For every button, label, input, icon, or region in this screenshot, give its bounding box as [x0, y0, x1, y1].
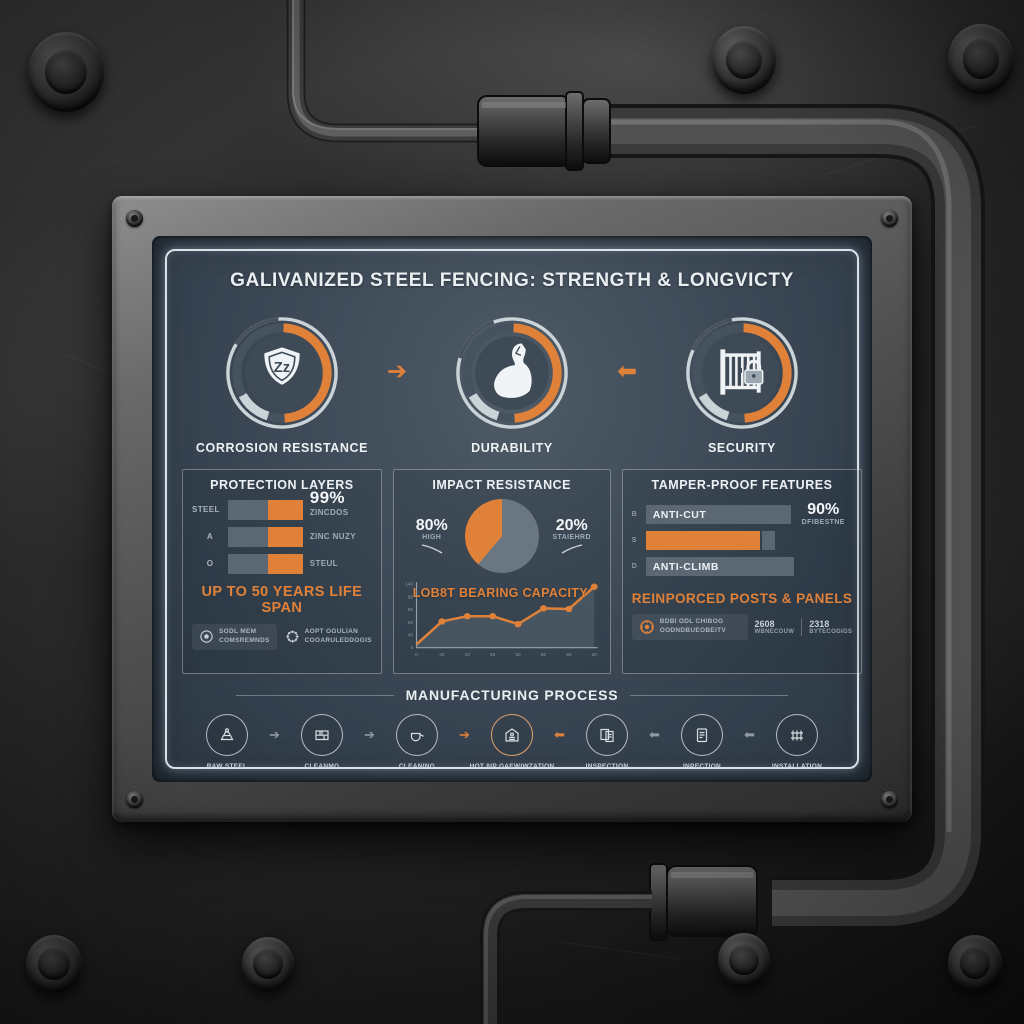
vignette-overlay: [0, 0, 1024, 1024]
infographic-screenshot: { "header": { "title": "GALIVANIZED STEE…: [0, 0, 1024, 1024]
